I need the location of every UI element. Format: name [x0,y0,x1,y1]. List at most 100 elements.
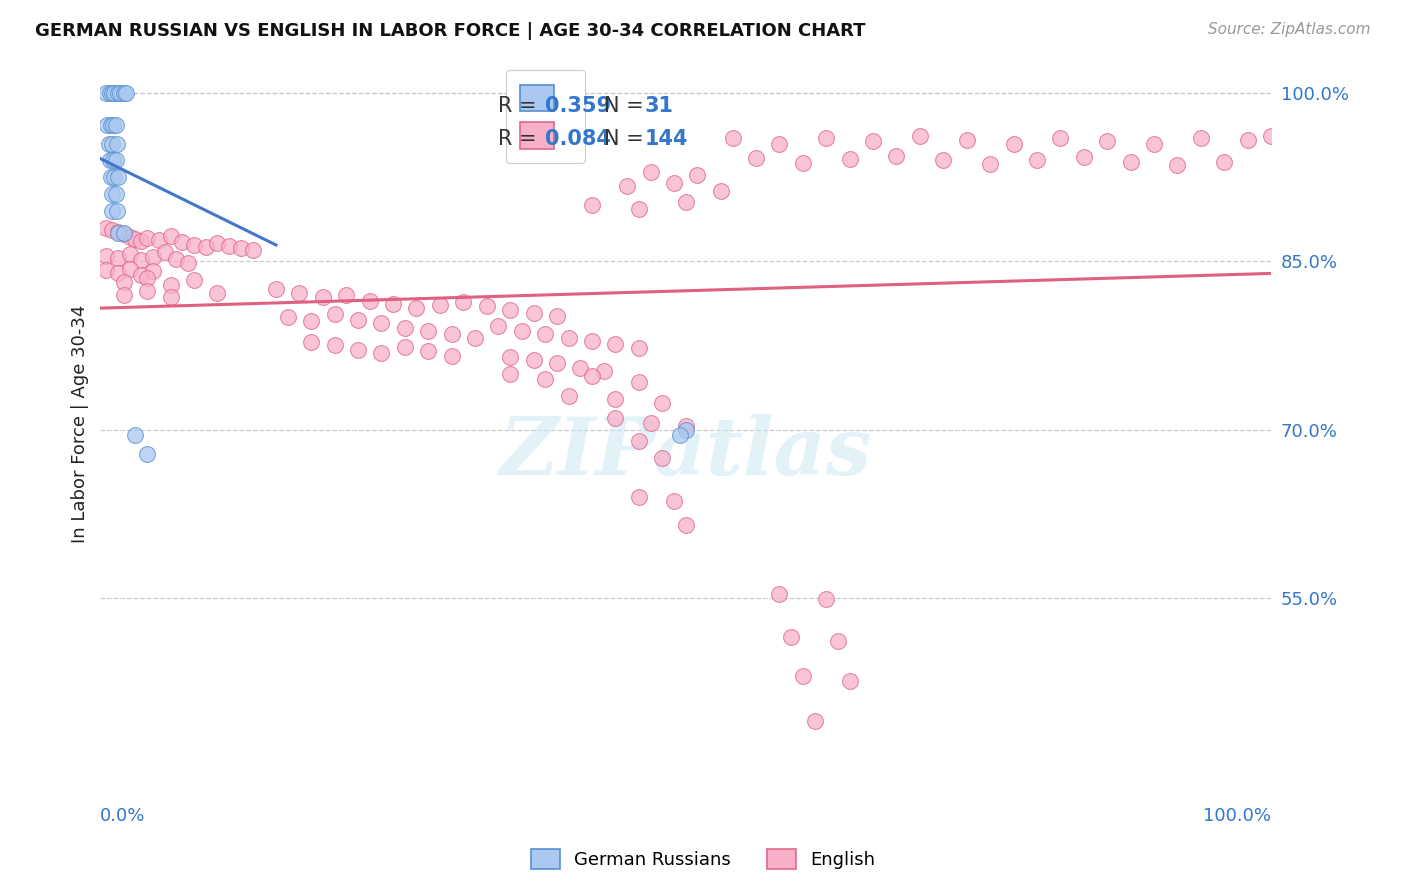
Point [98,87,121,101]
Point [803,714,825,728]
Point [136,447,159,461]
Point [153,245,176,260]
Text: N =: N = [603,128,644,149]
Point [370,346,392,360]
Point [418,324,440,338]
Point [104,118,127,132]
Point [242,243,264,257]
Point [815,131,838,145]
Y-axis label: In Labor Force | Age 30-34: In Labor Force | Age 30-34 [72,305,89,543]
Point [96,220,118,235]
Point [264,282,287,296]
Point [838,673,860,688]
Point [103,118,125,132]
Point [710,184,733,198]
Point [792,669,814,683]
Point [142,250,165,264]
Point [429,298,451,312]
Point [908,128,931,143]
Point [721,131,744,145]
Point [557,389,579,403]
Point [103,170,125,185]
Point [159,290,181,304]
Point [136,284,159,298]
Point [662,176,685,190]
Point [110,87,132,101]
Point [464,331,486,345]
Point [218,238,240,252]
Point [107,170,129,185]
Text: N =: N = [603,96,644,116]
Point [669,428,692,442]
Point [651,395,673,409]
Point [581,368,603,383]
Point [534,327,557,342]
Point [522,306,544,320]
Point [534,372,557,386]
Point [616,179,638,194]
Point [112,288,135,302]
Point [956,133,979,147]
Point [627,490,650,504]
Point [1026,153,1049,168]
Point [335,288,357,302]
Point [382,297,405,311]
Point [475,299,498,313]
Point [510,324,533,338]
Point [101,87,124,101]
Point [745,151,768,165]
Point [107,87,129,101]
Point [675,419,697,434]
Point [177,255,200,269]
Point [131,234,153,248]
Point [299,335,322,350]
Point [159,228,181,243]
Point [792,155,814,169]
Point [98,153,121,168]
Text: 0.359: 0.359 [546,96,612,116]
Point [118,229,141,244]
Point [277,310,299,325]
Point [1073,150,1095,164]
Point [96,249,118,263]
Point [118,262,141,277]
Point [105,136,128,151]
Point [96,87,118,101]
Point [569,360,592,375]
Point [546,356,568,370]
Point [148,233,170,247]
Point [827,634,849,648]
Point [347,343,370,357]
Text: R =: R = [498,128,544,149]
Point [546,310,568,324]
Point [299,314,322,328]
Point [183,273,205,287]
Point [107,227,129,241]
Point [101,187,124,202]
Point [323,307,346,321]
Point [1213,154,1236,169]
Text: 0.084: 0.084 [546,128,612,149]
Point [347,312,370,326]
Point [675,423,697,437]
Point [675,517,697,532]
Point [112,87,135,101]
Point [105,203,128,218]
Point [115,87,138,101]
Point [103,153,125,168]
Text: 0.0%: 0.0% [100,806,146,824]
Point [107,266,129,280]
Point [780,630,803,644]
Text: GERMAN RUSSIAN VS ENGLISH IN LABOR FORCE | AGE 30-34 CORRELATION CHART: GERMAN RUSSIAN VS ENGLISH IN LABOR FORCE… [35,22,866,40]
Point [581,198,603,212]
Point [100,170,122,185]
Point [1002,136,1025,151]
Point [101,223,124,237]
Point [768,136,790,151]
Point [124,428,146,442]
Point [838,153,860,167]
Point [405,301,427,316]
Point [768,587,790,601]
Point [312,290,335,304]
Text: R =: R = [498,96,544,116]
